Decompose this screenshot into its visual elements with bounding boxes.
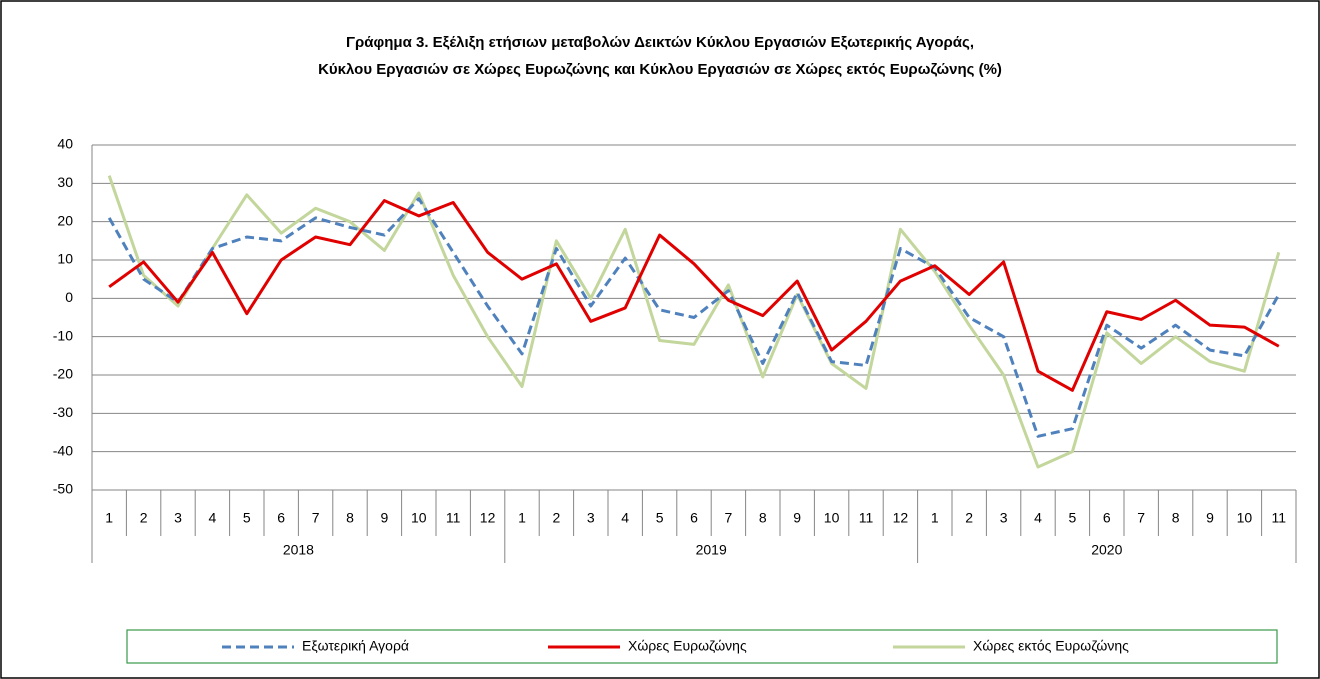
x-group-label: 2018 xyxy=(283,542,314,558)
x-tick-label: 4 xyxy=(209,510,217,526)
x-tick-label: 10 xyxy=(824,510,840,526)
y-tick-label: -30 xyxy=(53,404,73,420)
series-line xyxy=(108,199,1280,392)
x-group-label: 2019 xyxy=(696,542,727,558)
x-tick-label: 5 xyxy=(243,510,251,526)
x-tick-label: 1 xyxy=(518,510,526,526)
x-tick-label: 6 xyxy=(1103,510,1111,526)
x-tick-label: 5 xyxy=(1069,510,1077,526)
x-tick-label: 9 xyxy=(1206,510,1214,526)
x-tick-label: 6 xyxy=(690,510,698,526)
y-tick-label: 30 xyxy=(57,174,73,190)
y-tick-label: 10 xyxy=(57,251,73,267)
legend-box xyxy=(126,629,1278,664)
x-tick-label: 7 xyxy=(725,510,733,526)
x-tick-label: 11 xyxy=(859,510,874,526)
chart-title: Γράφημα 3. Εξέλιξη ετήσιων μεταβολών Δει… xyxy=(346,34,974,51)
x-tick-label: 1 xyxy=(931,510,939,526)
x-tick-label: 2 xyxy=(140,510,148,526)
x-tick-label: 9 xyxy=(381,510,389,526)
y-tick-label: -40 xyxy=(53,442,73,458)
x-tick-label: 6 xyxy=(277,510,285,526)
x-tick-label: 12 xyxy=(893,510,909,526)
y-tick-label: 0 xyxy=(65,289,73,305)
legend-label: Χώρες Ευρωζώνης xyxy=(628,638,747,654)
x-tick-label: 2 xyxy=(553,510,561,526)
x-tick-label: 11 xyxy=(446,510,461,526)
x-tick-label: 8 xyxy=(1172,510,1180,526)
x-tick-label: 4 xyxy=(621,510,629,526)
x-tick-label: 10 xyxy=(411,510,427,526)
x-tick-label: 10 xyxy=(1237,510,1253,526)
x-tick-label: 3 xyxy=(174,510,182,526)
x-tick-label: 9 xyxy=(793,510,801,526)
y-tick-label: -50 xyxy=(53,481,73,497)
x-tick-label: 1 xyxy=(105,510,113,526)
y-tick-label: 40 xyxy=(57,136,73,152)
x-tick-label: 5 xyxy=(656,510,664,526)
y-tick-label: 20 xyxy=(57,212,73,228)
series-line xyxy=(107,197,1281,438)
x-tick-label: 7 xyxy=(312,510,320,526)
x-tick-label: 8 xyxy=(346,510,354,526)
y-tick-label: -20 xyxy=(53,366,73,382)
series-line xyxy=(107,175,1281,469)
y-tick-label: -10 xyxy=(53,327,73,343)
x-tick-label: 3 xyxy=(1000,510,1008,526)
legend-label: Χώρες εκτός Ευρωζώνης xyxy=(973,638,1129,654)
x-group-label: 2020 xyxy=(1091,542,1122,558)
x-tick-label: 8 xyxy=(759,510,767,526)
chart-title: Κύκλου Εργασιών σε Χώρες Ευρωζώνης και Κ… xyxy=(318,61,1002,78)
x-tick-label: 4 xyxy=(1034,510,1042,526)
x-tick-label: 11 xyxy=(1272,510,1287,526)
x-tick-label: 7 xyxy=(1137,510,1145,526)
x-tick-label: 2 xyxy=(965,510,973,526)
x-tick-label: 3 xyxy=(587,510,595,526)
x-tick-label: 12 xyxy=(480,510,496,526)
legend-label: Εξωτερική Αγορά xyxy=(302,638,409,654)
